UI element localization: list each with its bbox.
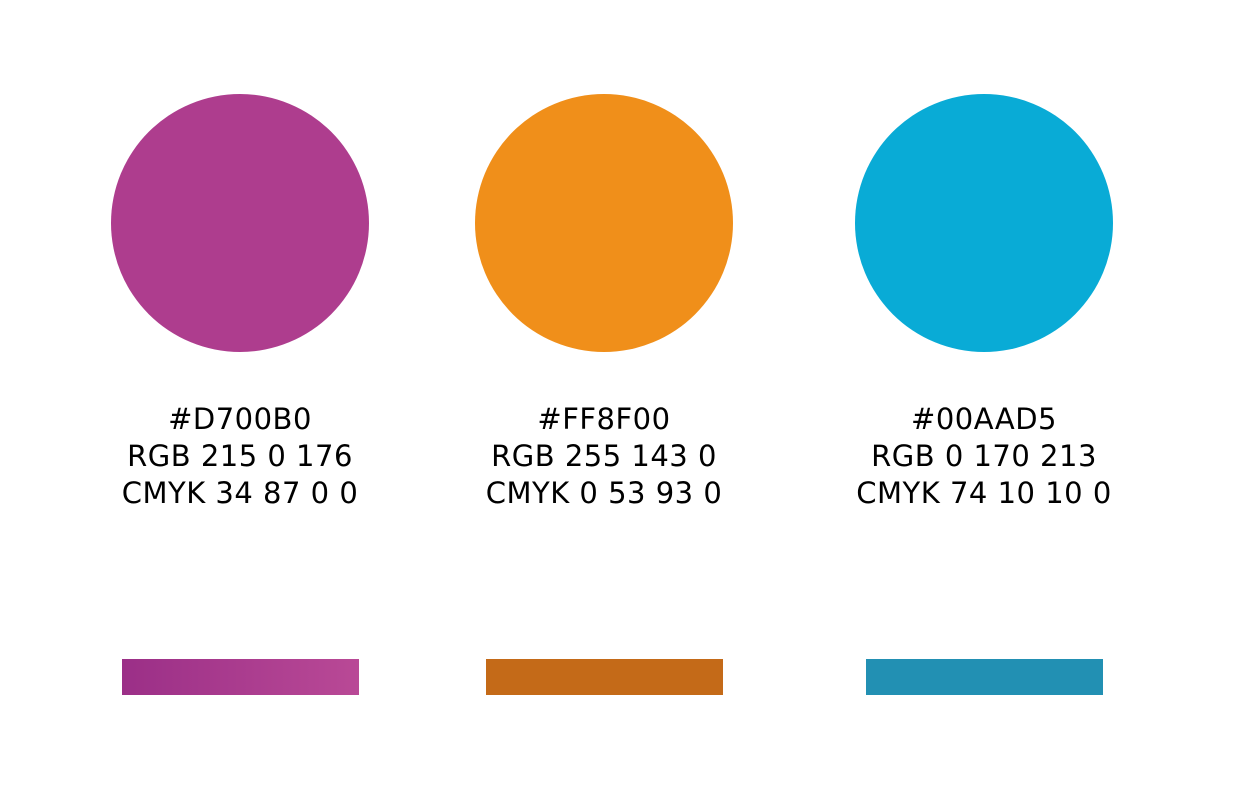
color-circle-orange: [475, 94, 733, 352]
swatch-cyan: #00AAD5 RGB 0 170 213 CMYK 74 10 10 0: [834, 0, 1134, 791]
color-codes-cyan: #00AAD5 RGB 0 170 213 CMYK 74 10 10 0: [834, 401, 1134, 512]
cmyk-code: CMYK 74 10 10 0: [856, 476, 1112, 510]
swatch-orange: #FF8F00 RGB 255 143 0 CMYK 0 53 93 0: [454, 0, 754, 791]
rgb-code: RGB 0 170 213: [871, 439, 1097, 473]
color-bar-orange: [486, 659, 723, 695]
color-codes-orange: #FF8F00 RGB 255 143 0 CMYK 0 53 93 0: [454, 401, 754, 512]
color-codes-magenta: #D700B0 RGB 215 0 176 CMYK 34 87 0 0: [90, 401, 390, 512]
cmyk-code: CMYK 34 87 0 0: [121, 476, 359, 510]
color-circle-magenta: [111, 94, 369, 352]
color-bar-cyan: [866, 659, 1103, 695]
hex-code: #D700B0: [168, 402, 312, 436]
cmyk-code: CMYK 0 53 93 0: [485, 476, 723, 510]
hex-code: #FF8F00: [537, 402, 671, 436]
swatch-magenta: #D700B0 RGB 215 0 176 CMYK 34 87 0 0: [90, 0, 390, 791]
color-circle-cyan: [855, 94, 1113, 352]
hex-code: #00AAD5: [911, 402, 1057, 436]
color-bar-magenta: [122, 659, 359, 695]
rgb-code: RGB 255 143 0: [491, 439, 717, 473]
rgb-code: RGB 215 0 176: [127, 439, 353, 473]
